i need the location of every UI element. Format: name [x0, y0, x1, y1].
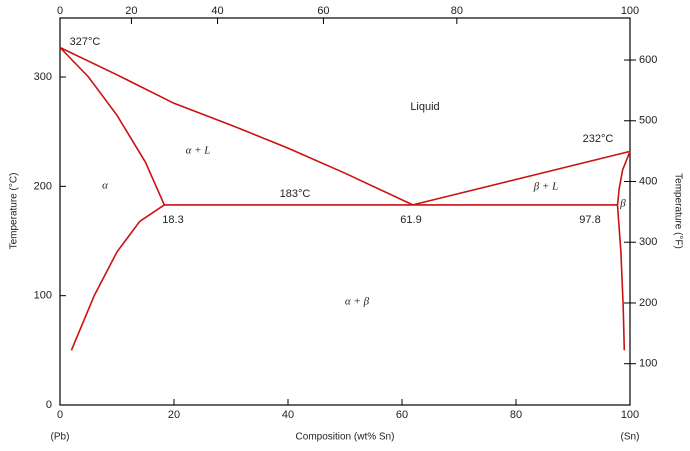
- y2-tick-label: 500: [639, 115, 657, 127]
- y-tick-label: 100: [34, 290, 52, 302]
- x-tick-label: 100: [621, 409, 639, 421]
- y2-tick-label: 400: [639, 175, 657, 187]
- y-tick-label: 200: [34, 180, 52, 192]
- x2-tick-label: 40: [211, 5, 223, 17]
- annotation: 97.8: [579, 214, 600, 226]
- annotation: β: [619, 198, 626, 210]
- y-tick-label: 300: [34, 71, 52, 83]
- y2-tick-label: 300: [639, 236, 657, 248]
- y2-tick-label: 600: [639, 54, 657, 66]
- x-axis-title: Composition (wt% Sn): [296, 432, 395, 443]
- annotation: α + L: [186, 145, 211, 157]
- annotation: Liquid: [410, 101, 439, 113]
- annotation: 327°C: [70, 36, 101, 48]
- annotation: 18.3: [162, 214, 183, 226]
- phase-boundary: [70, 204, 165, 351]
- y2-tick-label: 100: [639, 358, 657, 370]
- phase-boundary: [59, 46, 414, 206]
- x-tick-label: 0: [57, 409, 63, 421]
- annotation: 232°C: [583, 133, 614, 145]
- phase-boundary: [616, 151, 631, 205]
- end-label: (Sn): [621, 432, 640, 443]
- x2-tick-label: 80: [451, 5, 463, 17]
- annotation: α + β: [345, 296, 370, 308]
- x2-tick-label: 0: [57, 5, 63, 17]
- x-tick-label: 80: [510, 409, 522, 421]
- annotation: β + L: [533, 181, 559, 193]
- annotation: α: [102, 180, 108, 192]
- phase-boundary: [616, 204, 626, 351]
- phase-boundary: [412, 150, 631, 206]
- y-axis-title: Temperature (°C): [9, 173, 20, 250]
- phase-boundary: [59, 46, 166, 206]
- x-tick-label: 60: [396, 409, 408, 421]
- x-tick-label: 40: [282, 409, 294, 421]
- x2-tick-label: 20: [125, 5, 137, 17]
- x2-tick-label: 100: [621, 5, 639, 17]
- y2-tick-label: 200: [639, 297, 657, 309]
- end-label: (Pb): [51, 432, 70, 443]
- y2-axis-title: Temperature (°F): [672, 173, 683, 249]
- annotation: 183°C: [280, 188, 311, 200]
- plot-frame: [59, 17, 631, 406]
- annotation: 61.9: [400, 214, 421, 226]
- x-tick-label: 20: [168, 409, 180, 421]
- y-tick-label: 0: [46, 399, 52, 411]
- x2-tick-label: 60: [317, 5, 329, 17]
